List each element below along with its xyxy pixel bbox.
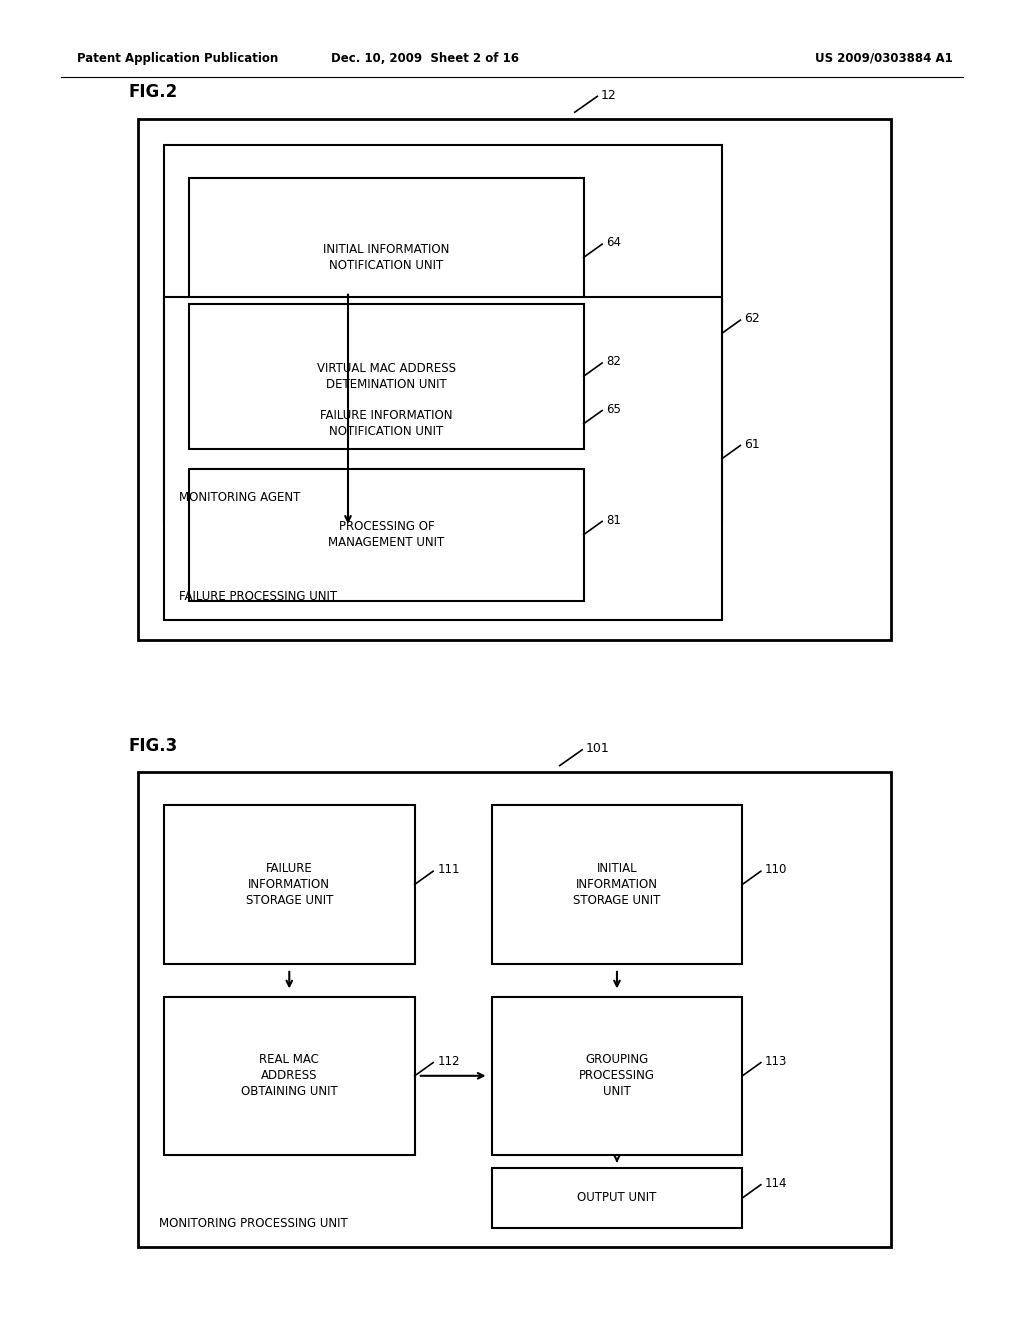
Bar — [164, 297, 722, 620]
Text: 82: 82 — [606, 355, 622, 368]
Text: 61: 61 — [744, 438, 760, 450]
Text: 101: 101 — [586, 742, 609, 755]
Text: OUTPUT UNIT: OUTPUT UNIT — [578, 1192, 656, 1204]
Text: 112: 112 — [437, 1055, 460, 1068]
Text: 65: 65 — [606, 403, 622, 416]
Bar — [164, 997, 415, 1155]
Text: FIG.2: FIG.2 — [128, 83, 177, 102]
Text: FAILURE INFORMATION
NOTIFICATION UNIT: FAILURE INFORMATION NOTIFICATION UNIT — [321, 409, 453, 438]
Text: VIRTUAL MAC ADDRESS
DETEMINATION UNIT: VIRTUAL MAC ADDRESS DETEMINATION UNIT — [317, 362, 456, 391]
Text: INITIAL
INFORMATION
STORAGE UNIT: INITIAL INFORMATION STORAGE UNIT — [573, 862, 660, 907]
Bar — [164, 145, 722, 521]
Text: Patent Application Publication: Patent Application Publication — [77, 51, 279, 65]
Bar — [189, 469, 584, 601]
Text: GROUPING
PROCESSING
UNIT: GROUPING PROCESSING UNIT — [579, 1053, 655, 1098]
Bar — [189, 352, 584, 495]
Text: 113: 113 — [765, 1055, 787, 1068]
Text: 62: 62 — [744, 313, 760, 325]
Text: Dec. 10, 2009  Sheet 2 of 16: Dec. 10, 2009 Sheet 2 of 16 — [331, 51, 519, 65]
Text: MONITORING PROCESSING UNIT: MONITORING PROCESSING UNIT — [159, 1217, 347, 1230]
Text: INITIAL INFORMATION
NOTIFICATION UNIT: INITIAL INFORMATION NOTIFICATION UNIT — [324, 243, 450, 272]
Text: 110: 110 — [765, 863, 787, 876]
Text: 81: 81 — [606, 513, 622, 527]
Text: FAILURE
INFORMATION
STORAGE UNIT: FAILURE INFORMATION STORAGE UNIT — [246, 862, 333, 907]
Bar — [189, 304, 584, 449]
Text: 64: 64 — [606, 236, 622, 249]
Text: FIG.3: FIG.3 — [128, 737, 177, 755]
Bar — [164, 805, 415, 964]
Bar — [492, 1168, 742, 1228]
Bar — [138, 119, 891, 640]
Bar — [492, 997, 742, 1155]
Text: FAILURE PROCESSING UNIT: FAILURE PROCESSING UNIT — [179, 590, 337, 603]
Text: 111: 111 — [437, 863, 460, 876]
Bar — [492, 805, 742, 964]
Text: 12: 12 — [600, 88, 616, 102]
Bar — [189, 178, 584, 337]
Text: 114: 114 — [765, 1177, 787, 1189]
Text: REAL MAC
ADDRESS
OBTAINING UNIT: REAL MAC ADDRESS OBTAINING UNIT — [241, 1053, 338, 1098]
Bar — [138, 772, 891, 1247]
Text: PROCESSING OF
MANAGEMENT UNIT: PROCESSING OF MANAGEMENT UNIT — [329, 520, 444, 549]
Text: MONITORING AGENT: MONITORING AGENT — [179, 491, 301, 504]
Text: US 2009/0303884 A1: US 2009/0303884 A1 — [814, 51, 952, 65]
